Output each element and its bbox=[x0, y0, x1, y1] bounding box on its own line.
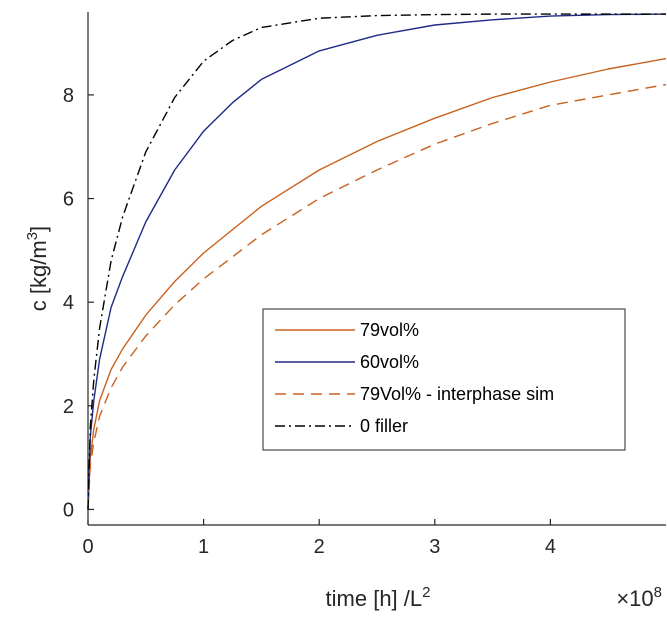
x-ticks: 0 1 2 3 4 bbox=[82, 519, 556, 558]
x-tick-label: 4 bbox=[545, 536, 556, 558]
legend-label-1: 79vol% bbox=[360, 320, 419, 340]
y-tick-label: 8 bbox=[63, 85, 74, 107]
legend-label-2: 60vol% bbox=[360, 352, 419, 372]
x-axis-label-superscript: 2 bbox=[422, 584, 430, 601]
x-axis-exponent-power: 8 bbox=[654, 584, 662, 601]
x-axis-label-main: time [h] /L bbox=[326, 586, 423, 611]
legend-label-4: 0 filler bbox=[360, 416, 408, 436]
y-tick-label: 0 bbox=[63, 499, 74, 521]
x-axis-exponent: ×108 bbox=[616, 584, 662, 611]
plot-area: 0 1 2 3 4 0 2 4 6 8 bbox=[63, 12, 667, 558]
x-tick-label: 0 bbox=[82, 536, 93, 558]
legend: 79vol% 60vol% 79Vol% - interphase sim 0 fil… bbox=[262, 308, 626, 451]
y-tick-label: 2 bbox=[63, 396, 74, 418]
y-tick-label: 4 bbox=[63, 292, 74, 314]
series-line-4 bbox=[87, 13, 666, 510]
y-axis-label: c [kg/m3] bbox=[24, 226, 51, 311]
x-axis-label: time [h] /L2 bbox=[326, 584, 431, 611]
series-line-3 bbox=[87, 83, 667, 510]
y-axis-label-suffix: ] bbox=[26, 226, 51, 232]
series-layer bbox=[87, 13, 667, 510]
x-tick-label: 3 bbox=[429, 536, 440, 558]
x-tick-label: 2 bbox=[314, 536, 325, 558]
y-axis-label-main: c [kg/m bbox=[26, 240, 51, 311]
y-tick-label: 6 bbox=[63, 189, 74, 211]
legend-items: 79vol% 60vol% 79Vol% - interphase sim 0 fil… bbox=[275, 320, 554, 436]
x-tick-label: 1 bbox=[198, 536, 209, 558]
x-axis-exponent-base: ×10 bbox=[616, 586, 653, 611]
legend-label-3: 79Vol% - interphase sim bbox=[360, 384, 554, 404]
y-axis-label-superscript: 3 bbox=[24, 232, 41, 240]
y-ticks: 0 2 4 6 8 bbox=[63, 85, 94, 521]
series-line-2 bbox=[87, 13, 667, 510]
series-line-1 bbox=[87, 57, 667, 510]
